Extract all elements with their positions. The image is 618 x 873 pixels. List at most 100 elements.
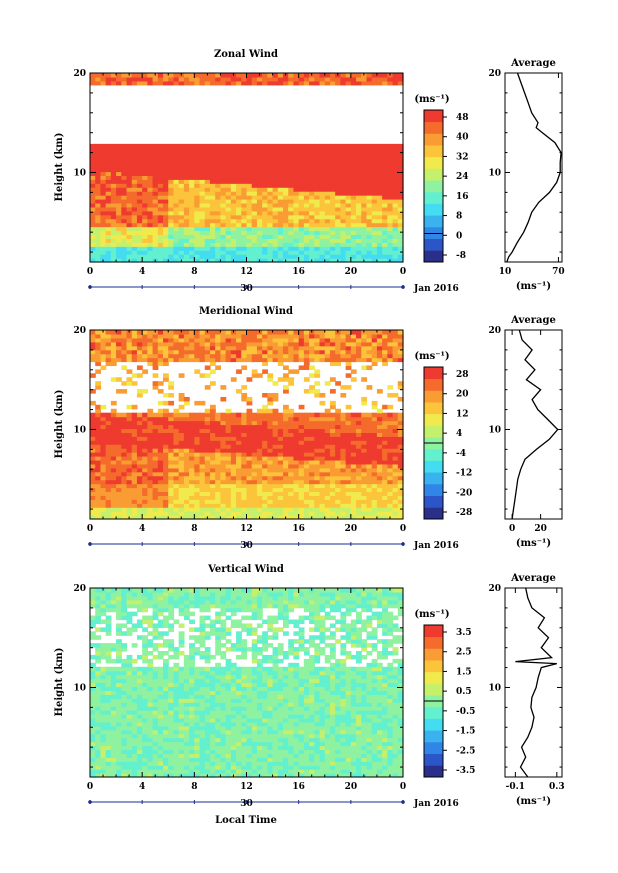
heatmap-cell	[90, 706, 96, 711]
heatmap-cell	[136, 206, 143, 212]
heatmap-cell	[230, 222, 237, 228]
heatmap-cell	[283, 412, 289, 418]
heatmap-cell	[277, 483, 284, 489]
heatmap-cell	[173, 183, 180, 188]
heatmap-cell	[105, 615, 112, 621]
heatmap-cell	[262, 483, 268, 489]
heatmap-cell	[324, 175, 331, 180]
colorbar-tick-label: -12	[456, 469, 472, 479]
heatmap-cell	[356, 143, 362, 149]
heatmap-cell	[183, 226, 190, 232]
heatmap-cell	[272, 456, 279, 461]
heatmap-cell	[382, 471, 388, 477]
heatmap-cell	[90, 686, 96, 691]
heatmap-cell	[189, 349, 195, 355]
heatmap-cell	[189, 76, 195, 82]
heatmap-cell	[157, 444, 164, 449]
heatmap-cell	[397, 171, 404, 176]
heatmap-cell	[356, 234, 362, 239]
heatmap-cell	[230, 432, 237, 437]
heatmap-cell	[303, 432, 310, 437]
heatmap-cell	[194, 246, 201, 251]
heatmap-cell	[131, 238, 138, 243]
heatmap-cell	[173, 167, 180, 173]
heatmap-cell	[319, 456, 326, 461]
heatmap-cell	[147, 420, 154, 426]
heatmap-cell	[183, 412, 190, 418]
heatmap-cell	[215, 214, 222, 220]
heatmap-cell	[361, 250, 368, 255]
heatmap-cell	[157, 515, 164, 520]
heatmap-cell	[283, 428, 289, 433]
heatmap-cell	[324, 337, 331, 343]
heatmap-cell	[110, 159, 117, 165]
heatmap-cell	[251, 195, 258, 200]
heatmap-cell	[251, 515, 258, 520]
heatmap-cell	[361, 436, 368, 441]
heatmap-cell	[324, 459, 331, 465]
heatmap-cell	[95, 330, 102, 335]
heatmap-cell	[225, 495, 232, 500]
heatmap-cell	[126, 333, 133, 339]
heatmap-cell	[110, 226, 117, 232]
heatmap-cell	[350, 214, 357, 220]
heatmap-cell	[225, 210, 232, 216]
heatmap-cell	[236, 202, 242, 208]
heatmap-cell	[199, 226, 206, 232]
heatmap-cell	[110, 674, 117, 680]
heatmap-cell	[356, 337, 362, 343]
heatmap-cell	[376, 412, 383, 418]
heatmap-cell	[116, 195, 122, 200]
heatmap-cell	[371, 357, 378, 363]
heatmap-cell	[110, 765, 117, 770]
heatmap-cell	[335, 495, 341, 500]
heatmap-cell	[256, 179, 263, 184]
heatmap-cell	[267, 179, 274, 184]
heatmap-cell	[319, 222, 326, 228]
heatmap-cell	[340, 175, 347, 180]
heatmap-cell	[397, 187, 404, 192]
heatmap-cell	[303, 330, 310, 335]
heatmap-cell	[194, 171, 201, 176]
heatmap-cell	[382, 404, 388, 410]
heatmap-cell	[382, 456, 388, 461]
heatmap-cell	[105, 631, 112, 636]
heatmap-cell	[350, 226, 357, 232]
heatmap-cell	[251, 206, 258, 212]
heatmap-cell	[126, 670, 133, 676]
heatmap-cell	[194, 226, 201, 232]
heatmap-cell	[95, 73, 102, 78]
heatmap-cell	[303, 254, 310, 259]
heatmap-cell	[267, 349, 274, 355]
heatmap-cell	[215, 191, 222, 196]
heatmap-cell	[272, 246, 279, 251]
heatmap-cell	[147, 147, 154, 153]
heatmap-cell	[204, 436, 211, 441]
heatmap-cell	[105, 588, 112, 593]
heatmap-cell	[136, 226, 143, 232]
heatmap-cell	[371, 361, 378, 367]
heatmap-cell	[116, 607, 122, 613]
heatmap-cell	[329, 206, 336, 212]
heatmap-cell	[267, 416, 274, 422]
heatmap-cell	[163, 495, 169, 500]
heatmap-cell	[314, 428, 321, 433]
heatmap-cell	[293, 80, 300, 86]
heatmap-cell	[121, 167, 128, 173]
heatmap-cell	[236, 163, 242, 169]
heatmap-cell	[335, 226, 341, 232]
heatmap-cell	[199, 187, 206, 192]
heatmap-cell	[288, 467, 295, 473]
heatmap-cell	[298, 353, 305, 359]
heatmap-cell	[105, 250, 112, 255]
heatmap-cell	[293, 503, 300, 508]
heatmap-cell	[136, 373, 143, 378]
heatmap-cell	[262, 222, 268, 228]
heatmap-cell	[126, 761, 133, 766]
heatmap-cell	[110, 206, 117, 212]
heatmap-cell	[324, 412, 331, 418]
heatmap-cell	[116, 623, 122, 628]
heatmap-cell	[116, 654, 122, 660]
heatmap-cell	[303, 487, 310, 493]
heatmap-cell	[168, 475, 175, 481]
